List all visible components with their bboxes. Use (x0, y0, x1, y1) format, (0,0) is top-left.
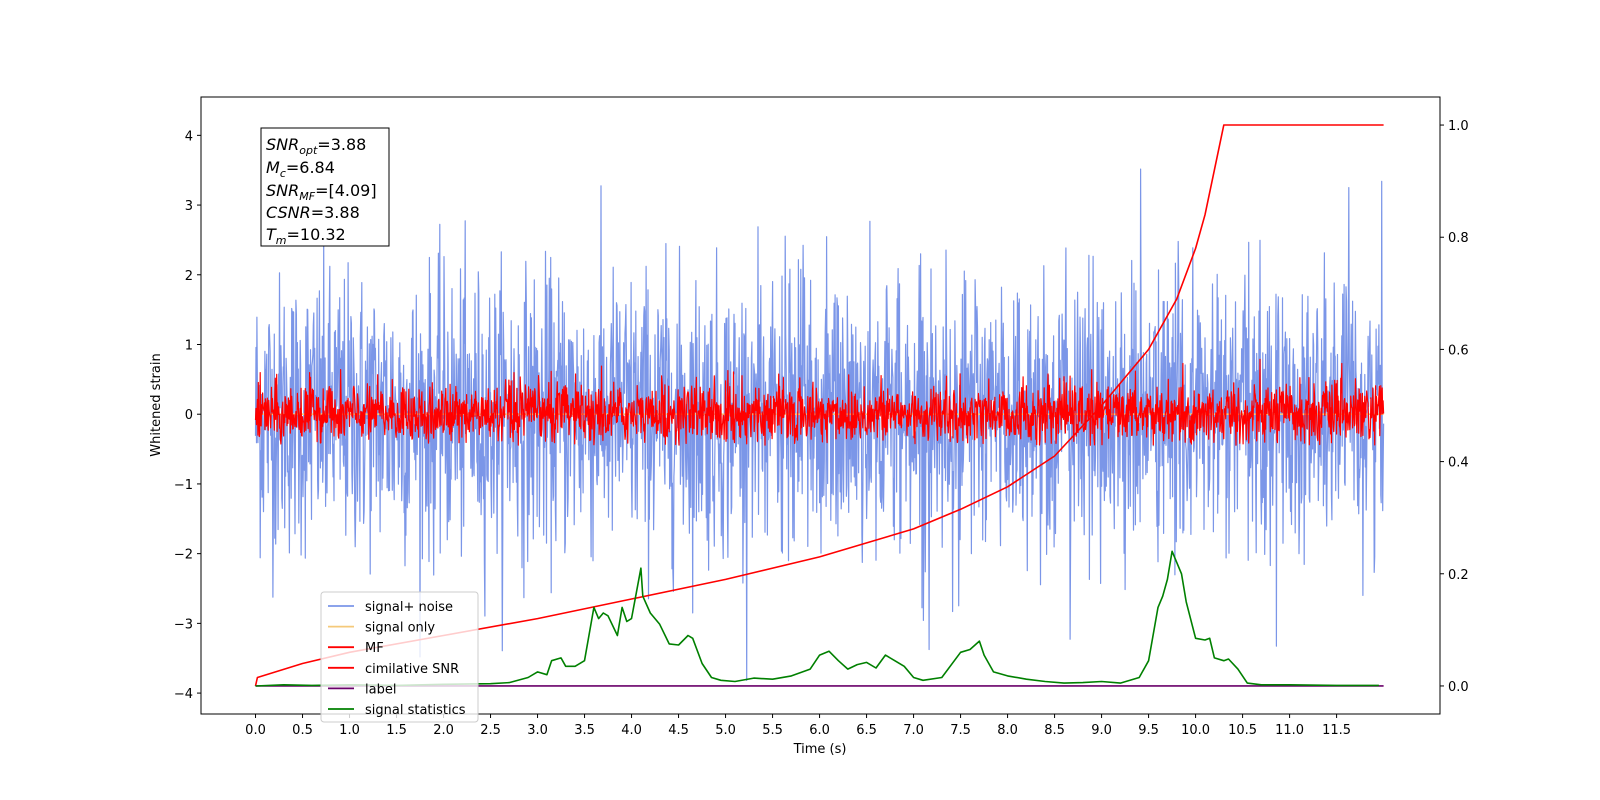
y2-tick-label: 0.4 (1448, 456, 1469, 471)
y-tick-label: −4 (174, 687, 193, 702)
series-line-signal-statistics (255, 550, 1379, 687)
legend-label-signal-statistics: signal statistics (365, 703, 466, 718)
y-tick-label: −3 (174, 617, 193, 632)
x-tick-label: 4.5 (668, 723, 689, 738)
x-tick-label: 8.5 (1044, 723, 1065, 738)
annotation-snr-mf: SNRMF=[4.09] (266, 181, 377, 203)
x-tick-label: 7.0 (903, 723, 924, 738)
annotation-mc: Mc=6.84 (266, 158, 335, 180)
x-tick-label: 10.0 (1181, 723, 1210, 738)
annotation-tm: Tm=10.32 (266, 225, 346, 247)
y-axis-label: Whitened strain (149, 353, 164, 456)
x-tick-label: 0.5 (292, 723, 313, 738)
x-tick-label: 8.0 (997, 723, 1018, 738)
plot-frame (200, 96, 1441, 715)
y2-tick-label: 0.8 (1448, 231, 1469, 246)
y2-tick-label: 0.2 (1448, 568, 1469, 583)
x-tick-label: 7.5 (950, 723, 971, 738)
y2-axis: 0.0 0.2 0.4 0.6 0.8 1.0 (1440, 119, 1469, 695)
x-tick-label: 1.0 (339, 723, 360, 738)
legend-label-signal-noise: signal+ noise (365, 600, 453, 615)
annotation-csnr: CSNR=3.88 (266, 203, 360, 222)
x-tick-label: 9.0 (1091, 723, 1112, 738)
x-tick-label: 10.5 (1228, 723, 1257, 738)
y-tick-label: 2 (185, 269, 193, 284)
legend-label-mf: MF (365, 641, 384, 656)
y2-tick-label: 0.6 (1448, 343, 1469, 358)
y-tick-label: −2 (174, 548, 193, 563)
x-axis: 0.0 0.5 1.0 1.5 2.0 2.5 3.0 3.5 4.0 4.5 5.0 5.5 6.0 6… (245, 714, 1351, 738)
y-axis: −4 −3 −2 −1 0 1 2 3 4 (174, 129, 201, 702)
y-tick-label: 1 (185, 338, 193, 353)
y2-tick-label: 1.0 (1448, 119, 1469, 134)
x-tick-label: 3.0 (527, 723, 548, 738)
legend-label-signal-only: signal only (365, 621, 435, 636)
x-tick-label: 6.0 (809, 723, 830, 738)
annotation-snr-opt: SNRopt=3.88 (266, 135, 366, 157)
y2-tick-label: 0.0 (1448, 680, 1469, 695)
x-tick-label: 9.5 (1138, 723, 1159, 738)
x-tick-label: 4.0 (621, 723, 642, 738)
x-tick-label: 2.5 (480, 723, 501, 738)
x-tick-label: 11.0 (1275, 723, 1304, 738)
legend-label-label: label (365, 682, 396, 697)
y-tick-label: −1 (174, 478, 193, 493)
x-tick-label: 3.5 (574, 723, 595, 738)
x-axis-label: Time (s) (793, 742, 847, 757)
y-tick-label: 4 (185, 129, 193, 144)
x-tick-label: 6.5 (856, 723, 877, 738)
y-tick-label: 0 (185, 408, 193, 423)
x-tick-label: 0.0 (245, 723, 266, 738)
y-tick-label: 3 (185, 199, 193, 214)
series-line-mf (254, 358, 1385, 446)
x-tick-label: 5.5 (762, 723, 783, 738)
annotation-box: SNRopt=3.88 Mc=6.84 SNRMF=[4.09] CSNR=3.… (260, 127, 390, 247)
legend-label-cimilative-snr: cimilative SNR (365, 662, 459, 677)
x-tick-label: 5.0 (715, 723, 736, 738)
x-tick-label: 11.5 (1322, 723, 1351, 738)
x-tick-label: 2.0 (433, 723, 454, 738)
legend: signal+ noise signal only MF cimilative SNR… (320, 591, 479, 723)
x-tick-label: 1.5 (386, 723, 407, 738)
